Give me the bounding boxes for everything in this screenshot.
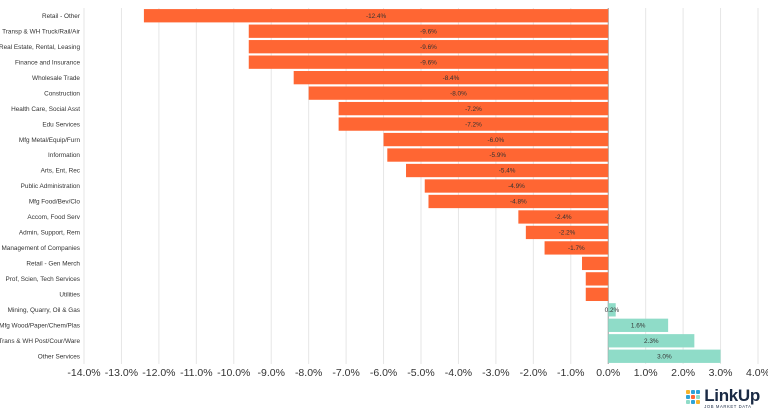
category-label: Trans & WH Post/Cour/Ware: [0, 338, 80, 345]
x-tick-label: -5.0%: [407, 367, 434, 379]
x-tick-label: -8.0%: [295, 367, 322, 379]
category-label: Transp & WH Truck/Rail/Air: [2, 28, 81, 35]
category-label: Mfg Wood/Paper/Chem/Plas: [0, 323, 80, 330]
bar: [248, 55, 609, 69]
data-label: -9.6%: [420, 59, 437, 66]
bar: [248, 40, 609, 54]
data-label: -4.8%: [510, 199, 527, 206]
category-label: Edu Services: [42, 121, 80, 128]
data-label: -5.4%: [499, 168, 516, 175]
x-tick-label: 2.0%: [671, 367, 695, 379]
category-label: Public Administration: [21, 183, 81, 190]
x-tick-label: -6.0%: [370, 367, 397, 379]
bar: [338, 101, 609, 116]
bar: [248, 24, 609, 38]
x-tick-label: -2.0%: [520, 367, 547, 379]
data-label: -5.9%: [489, 152, 506, 159]
category-label: Wholesale Trade: [32, 75, 80, 82]
x-tick-label: -14.0%: [67, 367, 100, 379]
bar: [585, 272, 609, 286]
data-label: -6.0%: [488, 137, 505, 144]
x-tick-label: 3.0%: [709, 367, 733, 379]
x-tick-labels: -14.0% -13.0% -12.0% -11.0% -10.0% -9.0% -8.0%…: [67, 367, 768, 379]
x-tick-label: 1.0%: [634, 367, 658, 379]
data-label: 0.2%: [605, 307, 620, 314]
data-label: -12.4%: [366, 13, 387, 20]
x-tick-label: -1.0%: [557, 367, 584, 379]
data-label: -9.6%: [420, 28, 437, 35]
data-label: -1.7%: [568, 245, 585, 252]
logo-name: LinkUp: [704, 385, 760, 405]
bar: [608, 318, 669, 332]
category-label: Finance and Insurance: [15, 59, 80, 66]
category-label: Accom, Food Serv: [27, 214, 80, 221]
bar: [608, 349, 721, 363]
data-label: 1.6%: [631, 323, 646, 330]
data-label: -7.2%: [465, 106, 482, 113]
bar: [143, 9, 609, 23]
bar: [608, 303, 616, 317]
data-label: -8.4%: [443, 75, 460, 82]
linkup-logo-icon: [686, 390, 701, 405]
category-label: Information: [48, 152, 80, 159]
bar: [585, 287, 609, 302]
x-tick-label: 0.0%: [596, 367, 620, 379]
logo-tagline: JOB MARKET DATA: [704, 403, 752, 409]
category-label: Retail - Gen Merch: [26, 261, 80, 268]
data-label: -7.2%: [465, 121, 482, 128]
data-label: -4.9%: [508, 183, 525, 190]
bar: [525, 225, 609, 240]
category-label: Mfg Food/Bev/Clo: [29, 199, 81, 206]
x-tick-label: 4.0%: [746, 367, 768, 379]
bar: [544, 241, 609, 255]
x-tick-label: -3.0%: [482, 367, 509, 379]
category-label: Utilities: [59, 292, 80, 299]
category-label: Arts, Ent, Rec: [41, 168, 81, 175]
bar: [387, 148, 609, 162]
category-label: Health Care, Social Asst: [11, 106, 80, 113]
category-label: Real Estate, Rental, Leasing: [0, 44, 80, 51]
linkup-logo: LinkUp JOB MARKET DATA: [686, 387, 760, 409]
bar: [293, 70, 609, 85]
bar: [582, 256, 609, 271]
data-label: -9.6%: [420, 44, 437, 51]
bar: [383, 132, 609, 147]
bar: [518, 210, 609, 224]
bar: [406, 163, 609, 178]
x-tick-label: -11.0%: [180, 367, 213, 379]
bar: [424, 179, 609, 193]
bar: [428, 194, 609, 209]
data-label: -2.4%: [555, 214, 572, 221]
category-label: Management of Companies: [1, 245, 80, 252]
bar: [608, 334, 695, 348]
category-label: Mining, Quarry, Oil & Gas: [8, 307, 80, 314]
x-tick-label: -13.0%: [105, 367, 138, 379]
x-tick-label: -12.0%: [142, 367, 175, 379]
bar: [338, 117, 609, 131]
category-label: Admin, Support, Rem: [19, 230, 80, 237]
data-label: -2.2%: [559, 230, 576, 237]
category-label: Mfg Metal/Equip/Furn: [19, 137, 81, 144]
x-tick-label: -10.0%: [217, 367, 250, 379]
data-label: 3.0%: [657, 353, 672, 360]
category-label: Other Services: [38, 353, 80, 360]
category-labels: Retail - Other Transp & WH Truck/Rail/Air…: [0, 13, 81, 361]
x-tick-label: -7.0%: [332, 367, 359, 379]
category-label: Prof, Scien, Tech Services: [6, 276, 80, 283]
data-label: 2.3%: [644, 338, 659, 345]
x-tick-label: -9.0%: [258, 367, 285, 379]
x-tick-label: -4.0%: [445, 367, 472, 379]
data-label: -8.0%: [450, 90, 467, 97]
bar: [308, 86, 609, 100]
category-label: Retail - Other: [42, 13, 81, 20]
bars: -12.4% -9.6% -9.6% -9.6% -8.4% -8.0% -7.2% -7.2…: [143, 9, 721, 363]
category-label: Construction: [44, 90, 80, 97]
